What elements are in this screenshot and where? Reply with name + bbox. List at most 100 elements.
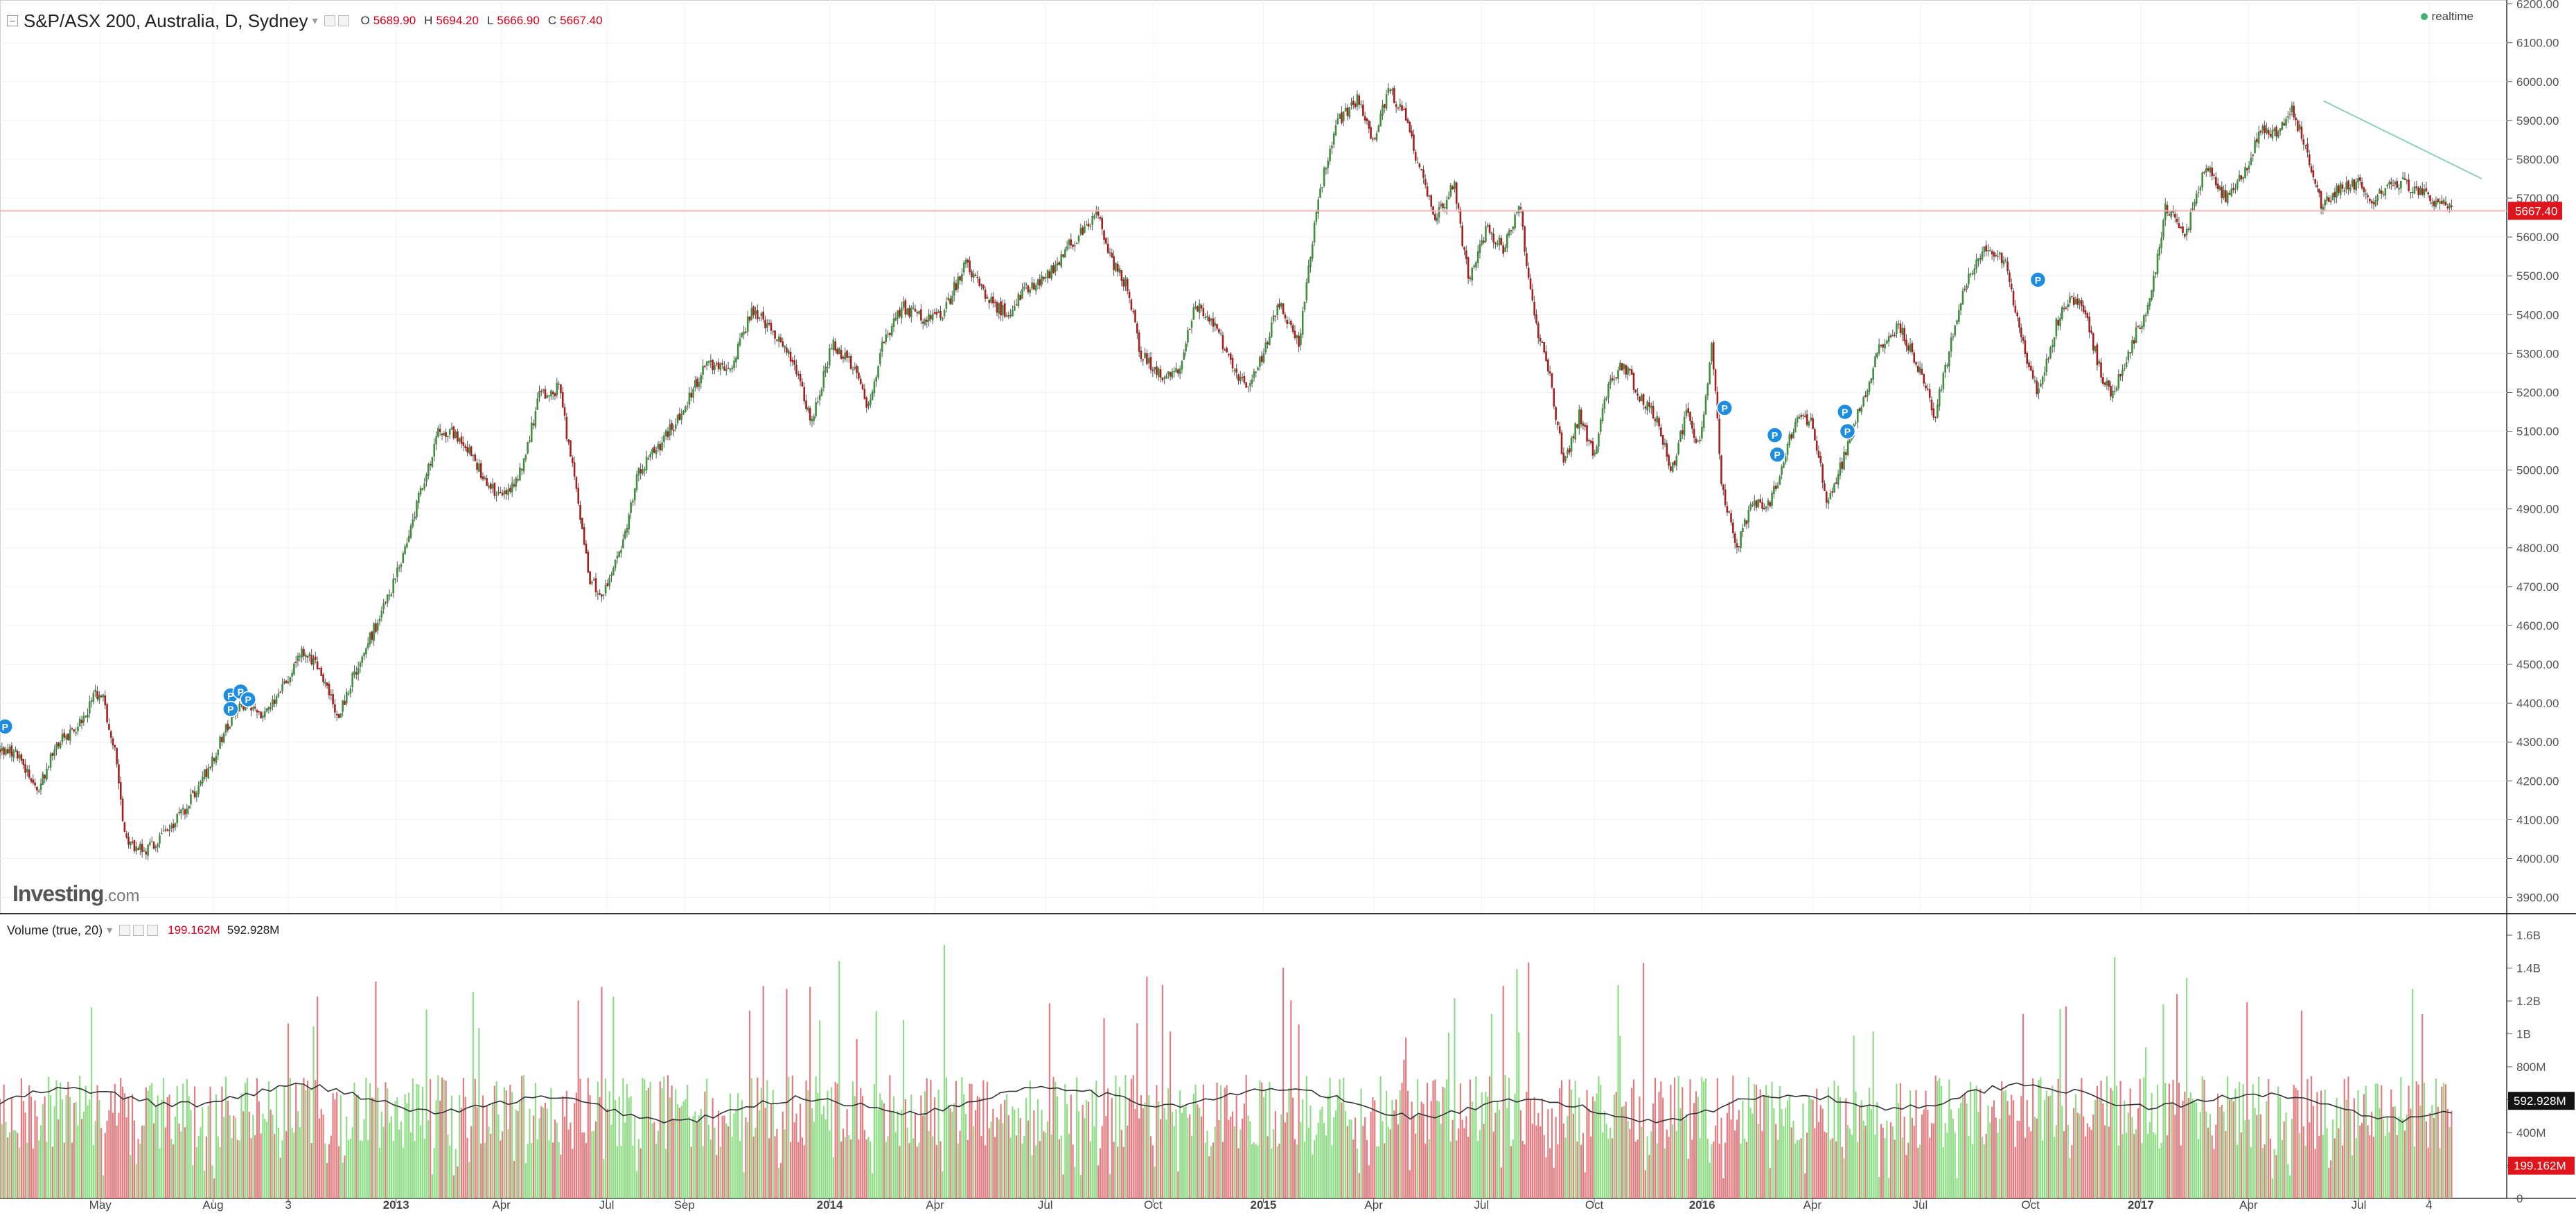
volume-bar[interactable] [2079, 1114, 2081, 1198]
volume-bar[interactable] [1004, 1100, 1005, 1198]
volume-bar[interactable] [1670, 1085, 1671, 1198]
volume-bar[interactable] [100, 1128, 102, 1198]
volume-bar[interactable] [1267, 1136, 1269, 1198]
volume-bar[interactable] [1995, 1118, 1997, 1198]
volume-bar[interactable] [309, 1089, 310, 1198]
volume-bar[interactable] [2034, 1117, 2036, 1198]
volume-bar[interactable] [903, 1020, 904, 1198]
volume-bar[interactable] [223, 1117, 224, 1198]
volume-bar[interactable] [145, 1088, 147, 1198]
volume-bar[interactable] [1010, 1137, 1012, 1198]
volume-bar[interactable] [2054, 1137, 2055, 1198]
volume-bar[interactable] [206, 1136, 207, 1198]
volume-bar[interactable] [1341, 1102, 1342, 1198]
volume-bar[interactable] [410, 1133, 412, 1198]
volume-bar[interactable] [1417, 1079, 1418, 1198]
volume-bar[interactable] [139, 1144, 141, 1198]
volume-bar[interactable] [632, 1146, 633, 1198]
candle[interactable] [1302, 306, 1304, 338]
volume-bar[interactable] [2419, 1106, 2421, 1198]
volume-bar[interactable] [1421, 1101, 1422, 1198]
volume-bar[interactable] [1724, 1143, 1726, 1198]
volume-bar[interactable] [1968, 1136, 1969, 1198]
volume-bar[interactable] [1097, 1165, 1099, 1198]
volume-bar[interactable] [73, 1103, 75, 1198]
volume-bar[interactable] [2412, 989, 2413, 1198]
volume-bar[interactable] [54, 1106, 55, 1198]
volume-bar[interactable] [527, 1144, 529, 1198]
volume-bar[interactable] [2087, 1124, 2088, 1198]
volume-bar[interactable] [1719, 1144, 1720, 1198]
volume-bar[interactable] [1393, 1110, 1395, 1198]
volume-bar[interactable] [517, 1111, 518, 1198]
volume-bar[interactable] [1888, 1178, 1889, 1198]
volume-bar[interactable] [2017, 1121, 2018, 1198]
volume-bar[interactable] [5, 1121, 6, 1198]
volume-bar[interactable] [1319, 1110, 1321, 1198]
volume-bar[interactable] [907, 1128, 908, 1198]
volume-bar[interactable] [2137, 1108, 2139, 1198]
volume-bar[interactable] [570, 1122, 571, 1198]
volume-bar[interactable] [599, 1097, 601, 1198]
volume-bar[interactable] [1863, 1121, 1864, 1198]
volume-bar[interactable] [1582, 1133, 1584, 1198]
volume-bar[interactable] [638, 1139, 639, 1198]
volume-bar[interactable] [2018, 1121, 2020, 1198]
volume-bar[interactable] [691, 1146, 692, 1198]
volume-bar[interactable] [1559, 1088, 1560, 1198]
volume-bar[interactable] [961, 1077, 962, 1198]
volume-bar[interactable] [1997, 1133, 1998, 1198]
volume-bar[interactable] [1078, 1111, 1079, 1198]
volume-bar[interactable] [870, 1142, 871, 1198]
volume-bar[interactable] [770, 1104, 772, 1198]
volume-bar[interactable] [1989, 1122, 1991, 1198]
volume-bar[interactable] [958, 1143, 959, 1198]
volume-bar[interactable] [2046, 1091, 2047, 1198]
volume-bar[interactable] [2102, 1103, 2103, 1198]
volume-bar[interactable] [1156, 1085, 1157, 1198]
event-marker-icon[interactable]: P [1767, 427, 1783, 443]
volume-bar[interactable] [996, 1117, 998, 1198]
volume-bar[interactable] [2299, 1133, 2300, 1198]
volume-bar[interactable] [1376, 1146, 1377, 1198]
volume-bar[interactable] [2178, 1083, 2180, 1198]
candle[interactable] [219, 735, 221, 749]
volume-bar[interactable] [640, 1149, 642, 1198]
volume-bar[interactable] [1794, 1144, 1796, 1198]
volume-bar[interactable] [1633, 1079, 1634, 1198]
volume-bar[interactable] [1950, 1109, 1952, 1198]
candle[interactable] [581, 517, 583, 529]
volume-bar[interactable] [2180, 1145, 2182, 1198]
candle[interactable] [453, 425, 455, 440]
volume-bar[interactable] [2167, 1135, 2168, 1198]
volume-bar[interactable] [34, 1101, 35, 1198]
volume-bar[interactable] [2126, 1133, 2127, 1198]
volume-bar[interactable] [1298, 1025, 1299, 1198]
volume-bar[interactable] [1767, 1095, 1769, 1198]
volume-bar[interactable] [270, 1110, 272, 1198]
volume-bar[interactable] [1657, 1143, 1658, 1198]
volume-bar[interactable] [1185, 1106, 1186, 1198]
volume-bar[interactable] [1146, 977, 1147, 1198]
volume-bar[interactable] [1165, 1119, 1167, 1198]
volume-bar[interactable] [71, 1143, 73, 1198]
volume-bar[interactable] [1442, 1087, 1443, 1198]
volume-bar[interactable] [2157, 1085, 2158, 1198]
volume-bar[interactable] [449, 1146, 450, 1198]
volume-bar[interactable] [2262, 1148, 2264, 1198]
volume-bar[interactable] [2377, 1083, 2379, 1198]
volume-bar[interactable] [2330, 1160, 2331, 1198]
volume-bar[interactable] [2243, 1084, 2244, 1198]
volume-bar[interactable] [1917, 1148, 1918, 1198]
volume-bar[interactable] [478, 1028, 479, 1198]
volume-bar[interactable] [1093, 1126, 1095, 1198]
volume-bar[interactable] [1528, 962, 1529, 1198]
volume-bar[interactable] [2059, 1009, 2061, 1198]
volume-bar[interactable] [2229, 1100, 2230, 1198]
volume-bar[interactable] [1220, 1085, 1221, 1198]
volume-bar[interactable] [1203, 1085, 1204, 1198]
volume-bar[interactable] [1880, 1124, 1882, 1198]
volume-bar[interactable] [321, 1109, 322, 1198]
volume-bar[interactable] [936, 1145, 937, 1198]
volume-bar[interactable] [817, 1093, 818, 1198]
